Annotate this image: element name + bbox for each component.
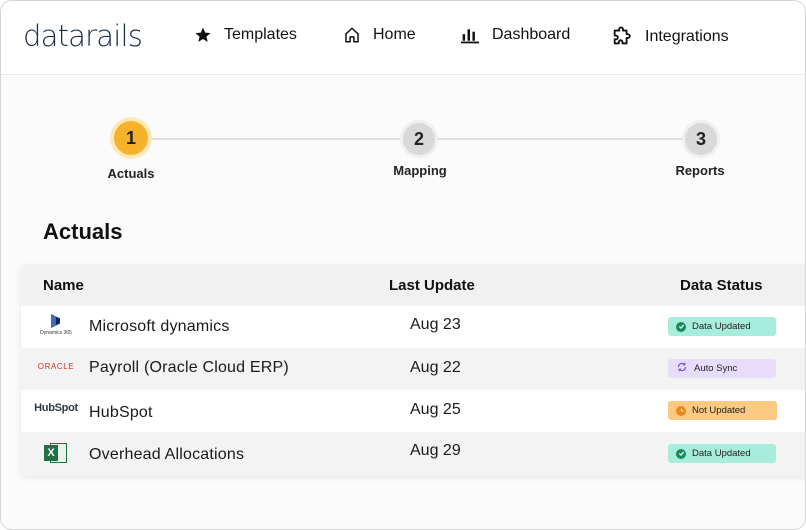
status-label: Auto Sync — [694, 363, 738, 374]
nav-dashboard[interactable]: Dashboard — [460, 26, 570, 44]
source-name: HubSpot — [89, 404, 153, 421]
oracle-logo-text: ORACLE — [37, 362, 75, 371]
stepper-connector — [437, 138, 685, 140]
step-2-label: Mapping — [393, 163, 447, 178]
status-badge: Not Updated — [668, 401, 777, 420]
table-header: Name Last Update Data Status — [21, 264, 805, 306]
step-number: 3 — [695, 128, 706, 149]
source-name: Microsoft dynamics — [89, 318, 230, 335]
datarails-logo[interactable]: datarails — [23, 19, 143, 55]
top-navbar: datarails Templates Home Dashboard Integ — [1, 1, 805, 75]
column-header-last-update[interactable]: Last Update — [389, 277, 475, 294]
step-1-label: Actuals — [107, 166, 155, 181]
nav-dashboard-label: Dashboard — [492, 26, 571, 43]
brand-name: datarails — [23, 19, 143, 53]
step-3-label: Reports — [675, 163, 725, 178]
nav-integrations-label: Integrations — [645, 28, 729, 45]
dynamics365-logo-text: Dynamics 365 — [40, 330, 72, 336]
last-update-date: Aug 22 — [410, 359, 461, 376]
status-badge: Data Updated — [668, 444, 776, 463]
step-number: 2 — [413, 128, 424, 149]
last-update-date: Aug 29 — [410, 442, 461, 459]
excel-logo-text: X — [44, 445, 58, 461]
status-label: Data Updated — [692, 321, 751, 332]
source-name: Payroll (Oracle Cloud ERP) — [89, 359, 289, 376]
table-row[interactable]: X Overhead Allocations Aug 29 Data Updat… — [21, 432, 805, 476]
sync-icon — [676, 361, 688, 376]
dynamics365-logo: Dynamics 365 — [33, 313, 79, 336]
table-row[interactable]: HubSpot HubSpot Aug 25 Not Updated — [21, 390, 805, 432]
nav-templates-label: Templates — [224, 26, 297, 43]
last-update-date: Aug 25 — [410, 401, 461, 418]
star-icon — [194, 26, 212, 44]
nav-templates[interactable]: Templates — [194, 26, 297, 44]
hubspot-logo-text: HubSpot — [34, 402, 78, 414]
stepper-connector — [149, 138, 403, 140]
bar-chart-icon — [460, 26, 480, 44]
table-row[interactable]: Dynamics 365 Microsoft dynamics Aug 23 D… — [21, 306, 805, 348]
status-badge: Auto Sync — [668, 359, 776, 378]
nav-integrations[interactable]: Integrations — [611, 26, 729, 48]
nav-home-label: Home — [373, 26, 416, 43]
check-circle-icon — [676, 448, 686, 459]
step-3-circle[interactable]: 3 — [685, 123, 717, 155]
excel-logo: X — [33, 442, 79, 464]
step-1-circle[interactable]: 1 — [114, 121, 148, 155]
clock-icon — [676, 405, 686, 416]
last-update-date: Aug 23 — [410, 316, 461, 333]
column-header-data-status[interactable]: Data Status — [680, 277, 763, 294]
home-icon — [343, 26, 361, 44]
page-title: Actuals — [43, 219, 123, 244]
oracle-logo: ORACLE — [33, 362, 79, 371]
check-circle-icon — [676, 321, 686, 332]
step-2-circle[interactable]: 2 — [403, 123, 435, 155]
data-sources-table: Name Last Update Data Status Dynamics 36… — [21, 264, 805, 476]
status-label: Not Updated — [692, 405, 746, 416]
hubspot-logo: HubSpot — [33, 402, 79, 414]
nav-home[interactable]: Home — [343, 26, 416, 44]
source-name: Overhead Allocations — [89, 446, 245, 463]
column-header-name[interactable]: Name — [43, 277, 84, 294]
step-number: 1 — [125, 127, 136, 148]
puzzle-icon — [611, 26, 633, 48]
table-row[interactable]: ORACLE Payroll (Oracle Cloud ERP) Aug 22… — [21, 348, 805, 390]
status-label: Data Updated — [692, 448, 751, 459]
status-badge: Data Updated — [668, 317, 776, 336]
